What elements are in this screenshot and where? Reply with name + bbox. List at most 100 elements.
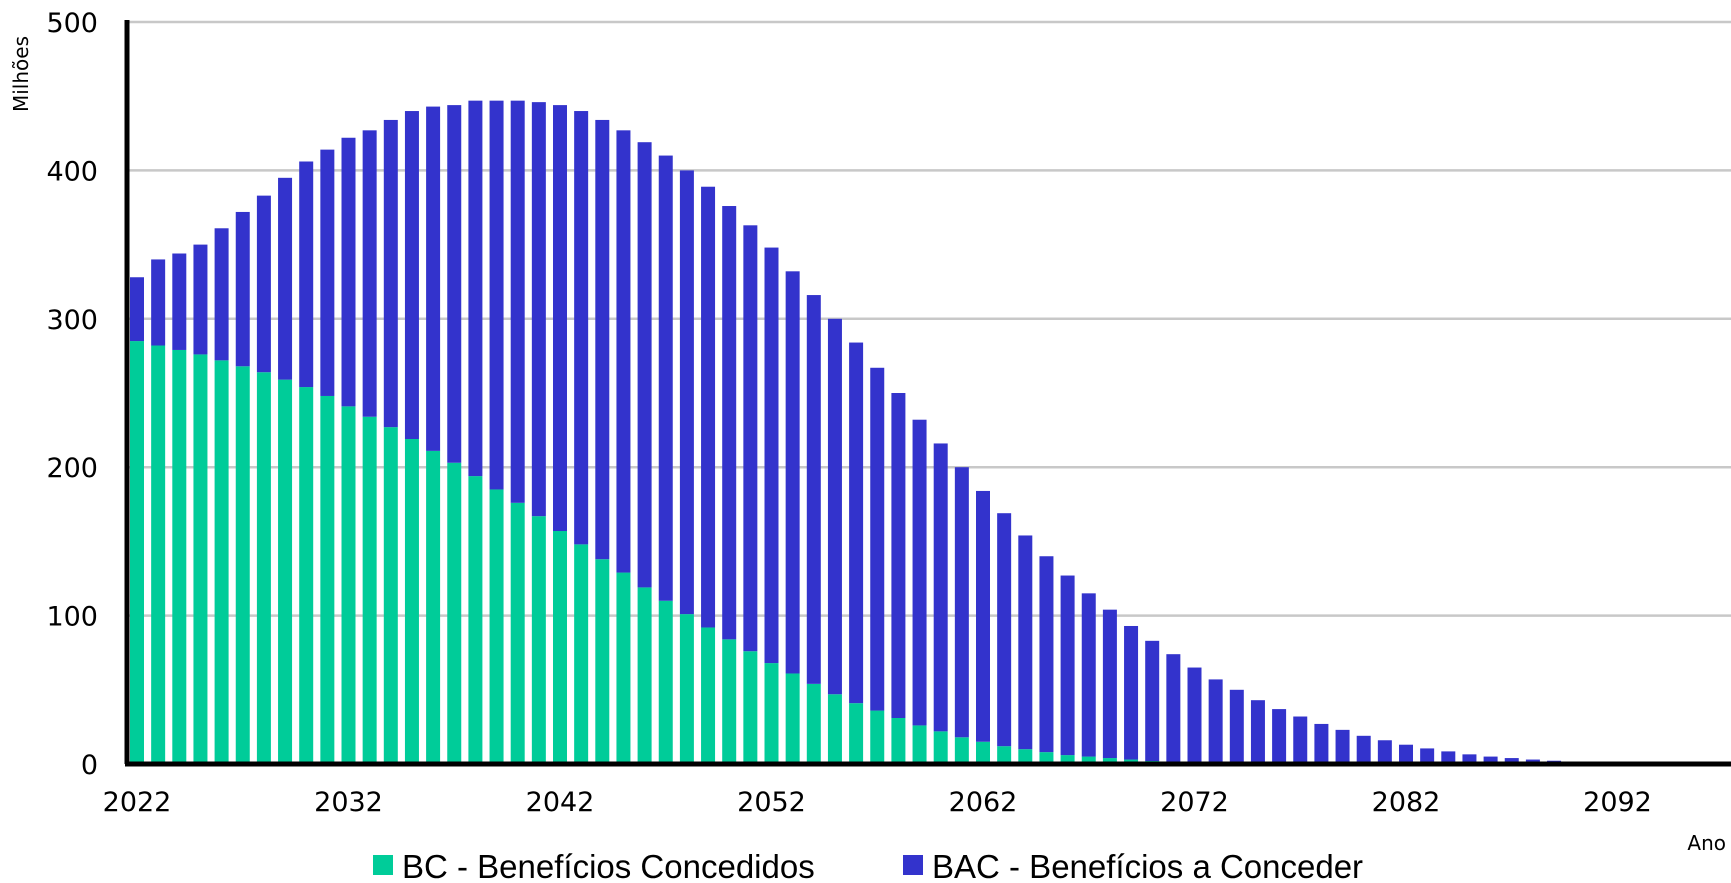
bar-bac-2079 <box>1335 729 1350 764</box>
bar-bac-2024 <box>172 253 187 350</box>
bar-bac-2086 <box>1483 756 1498 764</box>
bar-bac-2048 <box>679 170 694 615</box>
bar-bc-2029 <box>278 379 293 764</box>
bar-bc-2048 <box>679 614 694 764</box>
bar-bc-2033 <box>362 416 377 764</box>
x-tick-label: 2092 <box>1583 787 1652 818</box>
bar-bac-2084 <box>1441 751 1456 764</box>
x-tick-label: 2042 <box>526 787 595 818</box>
bar-bac-2066 <box>1060 575 1075 756</box>
bar-bc-2032 <box>341 406 356 764</box>
bar-bc-2059 <box>912 725 927 764</box>
bar-bc-2027 <box>235 366 250 764</box>
bar-bac-2062 <box>976 490 990 742</box>
bar-bc-2051 <box>743 651 758 764</box>
x-tick-label: 2072 <box>1160 787 1229 818</box>
bar-bac-2036 <box>426 106 441 451</box>
bar-bac-2073 <box>1208 679 1223 763</box>
bar-bc-2045 <box>616 572 631 764</box>
bar-bac-2027 <box>235 211 250 367</box>
bar-bc-2036 <box>426 450 441 764</box>
bar-bac-2037 <box>447 105 462 463</box>
bar-bc-2039 <box>489 489 504 764</box>
bar-bac-2045 <box>616 130 631 573</box>
bar-bac-2052 <box>764 247 779 664</box>
bar-bac-2069 <box>1124 625 1139 760</box>
bar-bac-2065 <box>1039 556 1054 753</box>
y-tick-label: 200 <box>46 453 98 484</box>
legend-swatch-bc <box>373 855 393 875</box>
bar-bac-2046 <box>637 142 652 588</box>
bar-bac-2064 <box>1018 535 1033 750</box>
bar-bac-2043 <box>574 111 589 545</box>
bar-bc-2049 <box>701 627 716 764</box>
bar-bac-2067 <box>1081 593 1096 757</box>
bar-bac-2061 <box>954 467 969 738</box>
bar-bac-2075 <box>1250 700 1265 764</box>
y-tick-label: 400 <box>46 156 98 187</box>
bar-bac-2058 <box>891 393 906 718</box>
x-tick-labels: 2022 2032 2042 2052 2062 2072 2082 2092 <box>103 787 1652 818</box>
bar-bc-2030 <box>299 387 314 764</box>
bar-bc-2058 <box>891 717 906 764</box>
bar-bc-2034 <box>383 427 398 764</box>
bar-bc-2024 <box>172 349 187 764</box>
bar-bc-2063 <box>997 746 1012 764</box>
bar-bac-2056 <box>849 342 864 704</box>
bar-bc-2022 <box>130 341 144 764</box>
bar-bc-2068 <box>1102 758 1117 764</box>
legend: BC - Benefícios Concedidos BAC - Benefíc… <box>373 848 1363 883</box>
bar-bac-2076 <box>1272 709 1287 764</box>
bar-bac-2082 <box>1399 744 1413 764</box>
bar-bc-2028 <box>256 372 271 764</box>
bar-bac-2085 <box>1462 754 1477 764</box>
bar-bac-2083 <box>1420 748 1435 764</box>
bar-bac-2030 <box>299 161 314 388</box>
x-axis-label: Ano <box>1687 831 1726 855</box>
bar-bc-2040 <box>510 502 525 764</box>
bar-bac-2051 <box>743 225 758 652</box>
bar-bc-2047 <box>658 600 673 764</box>
x-tick-label: 2052 <box>737 787 806 818</box>
bar-bac-2028 <box>256 195 271 373</box>
bar-bac-2035 <box>404 111 419 440</box>
bar-bc-2050 <box>722 639 737 764</box>
bar-bac-2047 <box>658 155 673 601</box>
bar-bac-2068 <box>1102 609 1117 759</box>
bar-bc-2065 <box>1039 752 1054 764</box>
bar-bac-2059 <box>912 419 927 726</box>
bar-bac-2025 <box>193 244 208 355</box>
bar-bac-2057 <box>870 367 885 711</box>
bar-bc-2066 <box>1060 755 1075 764</box>
legend-swatch-bac <box>903 855 923 875</box>
y-tick-labels: 0 100 200 300 400 500 <box>46 8 98 781</box>
bar-bc-2041 <box>531 516 546 764</box>
bar-bac-2022 <box>130 277 144 342</box>
y-tick-label: 300 <box>46 305 98 336</box>
bar-bac-2050 <box>722 206 737 640</box>
bar-bc-2060 <box>933 731 948 764</box>
bar-bc-2023 <box>151 345 166 764</box>
bar-bc-2057 <box>870 710 885 764</box>
bar-bac-2071 <box>1166 654 1181 762</box>
y-tick-label: 0 <box>81 750 98 781</box>
bar-bac-2055 <box>827 318 842 695</box>
bar-bac-2072 <box>1187 667 1202 763</box>
bar-bc-2026 <box>214 360 229 764</box>
bar-bac-2041 <box>531 102 546 517</box>
bar-bc-2052 <box>764 663 779 764</box>
bar-bc-2056 <box>849 703 864 764</box>
bar-bac-2077 <box>1293 716 1308 764</box>
bar-bc-2054 <box>806 683 821 764</box>
bar-bc-2031 <box>320 395 335 764</box>
bar-bac-2033 <box>362 130 377 417</box>
bar-bac-2034 <box>383 119 398 428</box>
bar-bc-2037 <box>447 462 462 764</box>
bar-bac-2040 <box>510 100 525 503</box>
bar-bac-2060 <box>933 443 948 732</box>
bar-bc-2062 <box>976 741 990 764</box>
bar-bc-2042 <box>553 531 567 764</box>
bar-bc-2038 <box>468 476 483 764</box>
bar-bac-2078 <box>1314 723 1329 764</box>
bar-bac-2053 <box>785 271 800 674</box>
